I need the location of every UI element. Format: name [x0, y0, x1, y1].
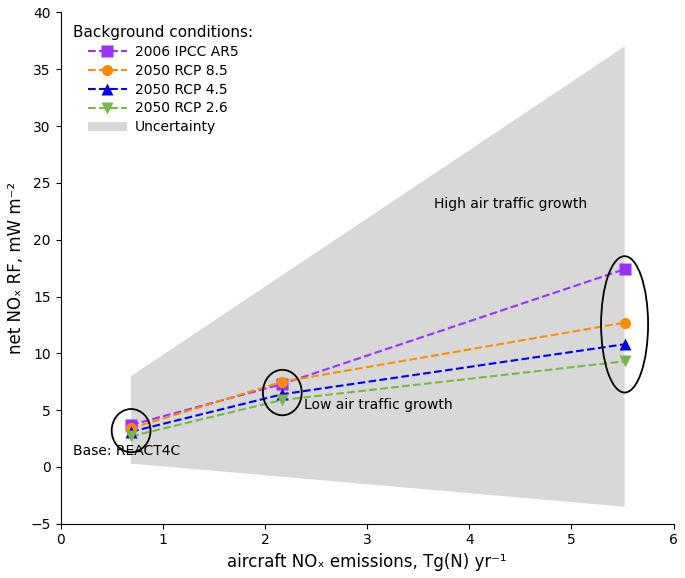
X-axis label: aircraft NOₓ emissions, Tg(N) yr⁻¹: aircraft NOₓ emissions, Tg(N) yr⁻¹ — [227, 553, 507, 571]
Legend: 2006 IPCC AR5, 2050 RCP 8.5, 2050 RCP 4.5, 2050 RCP 2.6, Uncertainty: 2006 IPCC AR5, 2050 RCP 8.5, 2050 RCP 4.… — [68, 20, 259, 140]
Text: Low air traffic growth: Low air traffic growth — [303, 398, 452, 413]
Polygon shape — [131, 47, 625, 507]
Text: Base: REACT4C: Base: REACT4C — [73, 444, 180, 458]
Y-axis label: net NOₓ RF, mW m⁻²: net NOₓ RF, mW m⁻² — [7, 182, 25, 354]
Text: High air traffic growth: High air traffic growth — [434, 197, 586, 212]
